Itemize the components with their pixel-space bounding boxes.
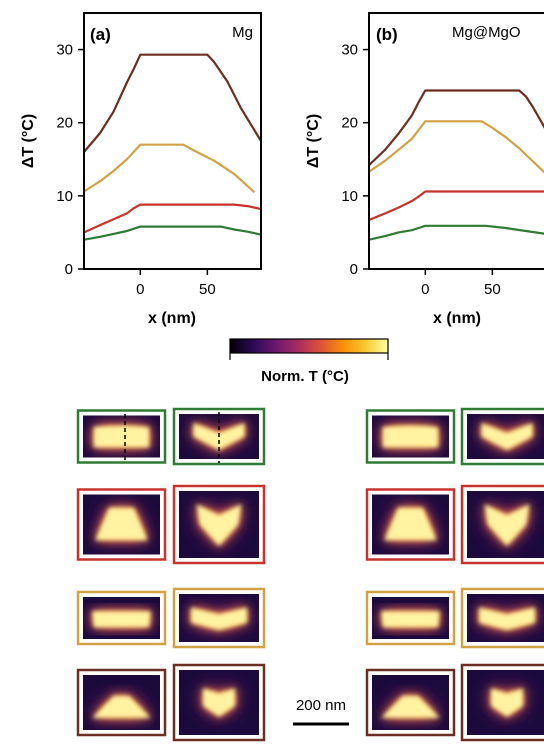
colorbar-gradient xyxy=(229,338,389,354)
map-b-side-3-core xyxy=(381,695,440,718)
map-a-side-1-core xyxy=(95,507,148,541)
panel-b-label: (b) xyxy=(376,25,398,44)
map-a-side-2 xyxy=(76,590,167,646)
panel-a-ytick-label-2: 20 xyxy=(56,115,73,132)
panel-a-ytick-label-1: 10 xyxy=(56,188,73,205)
panel-b-material: Mg@MgO xyxy=(452,24,521,41)
panel-b-ytick-label-3: 30 xyxy=(341,42,358,59)
thermal-maps xyxy=(76,407,544,742)
map-b-top-1-core xyxy=(484,504,530,546)
panel-a-series-3 xyxy=(84,225,261,241)
panel-a-lines xyxy=(84,53,261,241)
map-a-top-1 xyxy=(172,484,266,565)
panel-a-material: Mg xyxy=(232,24,253,41)
map-a-side-2-core xyxy=(92,611,151,628)
panel-a-chart: 0 10 20 30 0 50 (a) Mg x (nm) ΔT (°C) xyxy=(20,12,262,327)
map-a-side-0 xyxy=(76,409,167,464)
panel-a-series-2 xyxy=(84,203,261,234)
panel-a-ytick-label-0: 0 xyxy=(65,261,73,278)
map-b-side-0 xyxy=(365,409,456,464)
panel-b-chart: 0 10 20 30 0 50 (b) Mg@MgO x (nm) ΔT (°C) xyxy=(305,12,544,327)
map-b-side-2-core xyxy=(381,611,440,628)
map-a-side-3 xyxy=(76,668,167,737)
panel-b-ylabel: ΔT (°C) xyxy=(305,114,322,168)
map-b-top-1 xyxy=(460,484,544,565)
panel-a-xlabel: x (nm) xyxy=(148,310,196,327)
panel-b-axes: 0 10 20 30 0 50 xyxy=(341,42,500,298)
map-b-side-1 xyxy=(365,488,456,561)
map-b-top-2-core xyxy=(479,607,535,630)
panel-b-ytick-label-0: 0 xyxy=(350,261,358,278)
map-a-top-2 xyxy=(172,587,266,649)
panel-b-series-3 xyxy=(369,224,544,241)
panel-a-series-0 xyxy=(84,53,261,153)
map-b-side-0-core xyxy=(382,425,439,448)
panel-a-label: (a) xyxy=(90,25,111,44)
map-b-top-3-core xyxy=(491,688,523,717)
panel-b-xtick-label-1: 50 xyxy=(484,281,501,298)
panel-a-series-1 xyxy=(84,143,256,194)
map-b-side-1-core xyxy=(384,507,437,541)
map-b-side-3 xyxy=(365,668,456,737)
panel-a-frame xyxy=(83,12,262,270)
map-a-side-3-core xyxy=(92,695,151,718)
map-a-top-3 xyxy=(172,663,266,742)
map-a-side-0-core xyxy=(93,425,150,448)
map-a-top-1-core xyxy=(196,504,242,546)
panel-a-ytick-label-3: 30 xyxy=(56,42,73,59)
map-a-top-3-core xyxy=(203,688,235,717)
map-a-side-1 xyxy=(76,488,167,561)
panel-b-lines xyxy=(369,89,544,241)
panel-b-frame xyxy=(368,12,544,270)
map-b-top-2 xyxy=(460,587,544,649)
panel-b-ytick-label-1: 10 xyxy=(341,188,358,205)
map-b-top-3 xyxy=(460,663,544,742)
panel-b-series-2 xyxy=(369,190,544,222)
panel-a-axes: 0 10 20 30 0 50 xyxy=(56,42,215,298)
map-b-side-2 xyxy=(365,590,456,646)
panel-b-ytick-label-2: 20 xyxy=(341,115,358,132)
scale-bar-label: 200 nm xyxy=(296,697,346,714)
map-b-top-0 xyxy=(460,407,544,466)
panel-b-xlabel: x (nm) xyxy=(433,310,481,327)
panel-b-series-0 xyxy=(369,89,544,166)
map-b-top-0-core xyxy=(481,423,533,450)
panel-b-xtick-label-0: 0 xyxy=(421,281,429,298)
panel-a-xtick-label-0: 0 xyxy=(136,281,144,298)
scale-bar: 200 nm xyxy=(293,697,349,726)
panel-b-series-1 xyxy=(369,120,544,174)
colorbar-label: Norm. T (°C) xyxy=(261,368,349,385)
colorbar: Norm. T (°C) xyxy=(229,338,389,385)
map-a-top-2-core xyxy=(191,607,247,630)
panel-a-ylabel: ΔT (°C) xyxy=(20,114,37,168)
panel-a-xtick-label-1: 50 xyxy=(199,281,216,298)
